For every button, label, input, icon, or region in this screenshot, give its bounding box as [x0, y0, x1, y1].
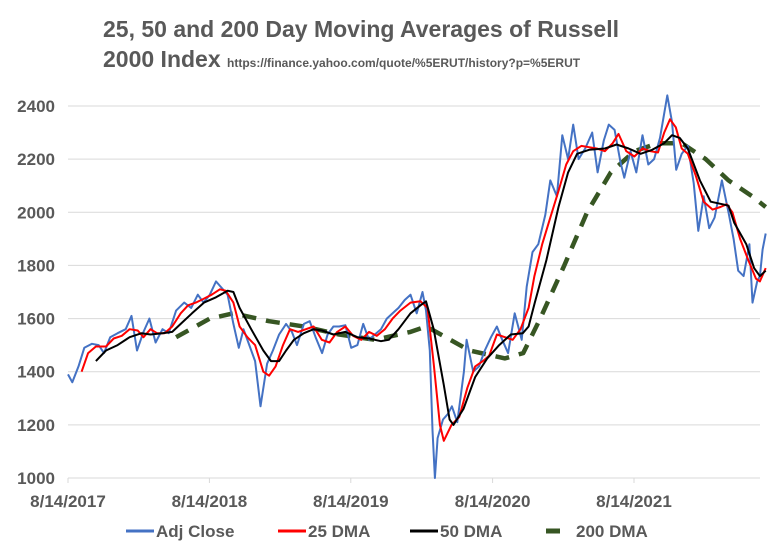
series-line-50-dma [95, 134, 767, 426]
x-tick-label: 8/14/2020 [455, 492, 531, 511]
legend: Adj Close 25 DMA 50 DMA 200 DMA [126, 522, 648, 541]
x-tick-label: 8/14/2021 [596, 492, 672, 511]
series-line-adj-close [67, 94, 767, 479]
y-tick-label: 1800 [17, 256, 55, 275]
y-axis: 1000 1200 1400 1600 1800 2000 2200 2400 [17, 97, 55, 488]
x-tick-label: 8/14/2019 [313, 492, 389, 511]
legend-label: Adj Close [156, 522, 234, 541]
title-line-1: 25, 50 and 200 Day Moving Averages of Ru… [103, 16, 620, 42]
x-axis: 8/14/2017 8/14/2018 8/14/2019 8/14/2020 8/14… [30, 478, 672, 511]
title-line-2-text: 2000 Index [103, 46, 221, 72]
y-tick-label: 1200 [17, 416, 55, 435]
legend-label: 25 DMA [308, 522, 370, 541]
legend-label: 50 DMA [440, 522, 502, 541]
x-tick-label: 8/14/2017 [30, 492, 106, 511]
series-lines [67, 94, 768, 479]
gridlines [68, 105, 760, 479]
series-line-25-dma [80, 118, 767, 442]
source-url: https://finance.yahoo.com/quote/%5ERUT/h… [227, 56, 581, 70]
series-line-200-dma [175, 140, 768, 361]
y-tick-label: 2200 [17, 150, 55, 169]
y-tick-label: 1000 [17, 469, 55, 488]
y-tick-label: 2400 [17, 97, 55, 116]
y-tick-label: 2000 [17, 203, 55, 222]
title-line-2: 2000 Index https://finance.yahoo.com/quo… [103, 44, 619, 78]
legend-label: 200 DMA [576, 522, 648, 541]
y-tick-label: 1400 [17, 363, 55, 382]
chart-title: 25, 50 and 200 Day Moving Averages of Ru… [103, 14, 619, 78]
y-tick-label: 1600 [17, 310, 55, 329]
x-tick-label: 8/14/2018 [172, 492, 248, 511]
